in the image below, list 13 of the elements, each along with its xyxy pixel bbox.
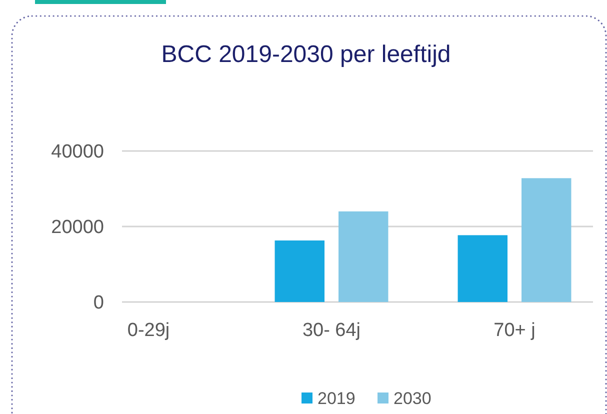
bar — [274, 240, 324, 302]
x-tick-label: 0-29j — [127, 320, 170, 341]
x-tick-label: 30- 64j — [302, 320, 361, 341]
y-tick-label: 20000 — [51, 217, 104, 238]
bar — [338, 211, 388, 302]
chart-title: BCC 2019-2030 per leeftijd — [161, 41, 451, 68]
y-tick-label: 0 — [93, 292, 104, 314]
legend-label: 2019 — [318, 388, 356, 408]
bar — [458, 235, 508, 302]
y-tick-label: 40000 — [51, 142, 104, 163]
x-tick-label: 70+ j — [494, 320, 536, 341]
bar — [522, 178, 572, 302]
legend-label: 2030 — [394, 388, 432, 408]
